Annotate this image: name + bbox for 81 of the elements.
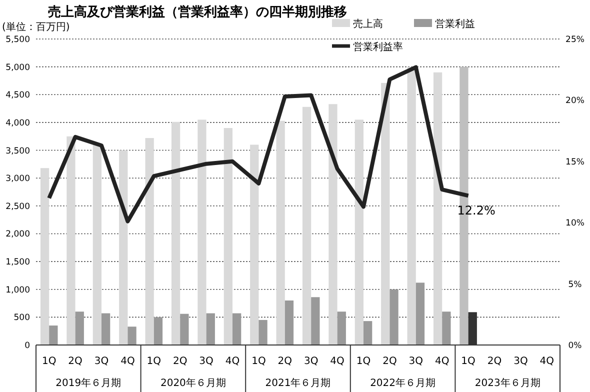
x-tick-label: 2Q: [278, 356, 292, 367]
x-tick-label: 3Q: [514, 356, 528, 367]
text: 2022年６月期: [370, 377, 436, 389]
y2-tick-label: 5%: [568, 280, 582, 290]
text: 2023年６月期: [474, 377, 540, 389]
bar: [154, 317, 163, 345]
legend-label: 営業利益率: [353, 41, 403, 53]
x-tick-label: 1Q: [356, 356, 371, 367]
y-tick-label: 4,000: [6, 118, 30, 128]
y-tick-label: 5,500: [6, 35, 30, 45]
text: 2021年６月期: [265, 377, 331, 389]
x-tick-label: 1Q: [461, 356, 476, 367]
bar: [224, 128, 232, 345]
x-tick-label: 3Q: [408, 356, 424, 367]
y-tick-label: 1,000: [6, 285, 30, 296]
y-tick-label: 2,500: [6, 202, 30, 212]
x-tick-label: 2Q: [68, 356, 83, 367]
y2-tick-label: 10%: [566, 218, 584, 229]
bar: [433, 72, 442, 345]
x-tick-label: 2Q: [382, 356, 397, 367]
x-tick-label: 1Q: [146, 356, 162, 367]
bar: [416, 282, 425, 345]
x-tick-label: 2Q: [487, 356, 502, 367]
x-tick-label: 3Q: [304, 356, 318, 367]
bar: [442, 312, 451, 345]
x-tick-label: 4Q: [434, 356, 450, 367]
x-tick-label: 1Q: [42, 356, 56, 367]
bar: [232, 313, 242, 345]
data-label: 12.2%: [457, 204, 496, 218]
bar: [92, 144, 102, 345]
y-tick-label: 3,000: [6, 174, 30, 184]
legend-label: 営業利益: [435, 18, 475, 30]
y2-tick-label: 0%: [568, 341, 582, 351]
y2-tick-label: 20%: [566, 96, 584, 106]
bar: [381, 82, 390, 345]
bar: [354, 120, 364, 345]
bar: [49, 326, 58, 345]
bar: [311, 297, 320, 345]
bar: [276, 120, 285, 345]
x-tick-label: 3Q: [199, 356, 214, 367]
bar: [390, 289, 398, 345]
bar: [128, 326, 136, 345]
bar: [40, 168, 50, 345]
bar: [66, 136, 76, 345]
bar: [407, 66, 416, 345]
bar: [198, 120, 206, 345]
bar: [75, 312, 84, 345]
text: 2020年６月期: [160, 377, 226, 389]
bar: [119, 150, 128, 345]
y-tick-label: 5,000: [6, 62, 30, 73]
x-tick-label: 4Q: [330, 356, 345, 367]
bar: [171, 122, 180, 345]
legend-label: 売上高: [353, 18, 383, 30]
bar: [337, 312, 346, 345]
bar: [102, 313, 110, 345]
bar: [250, 144, 259, 345]
x-tick-label: 4Q: [120, 356, 135, 367]
y2-tick-label: 25%: [566, 35, 584, 45]
bar: [180, 314, 189, 345]
x-tick-label: 4Q: [225, 356, 240, 367]
bar: [302, 106, 312, 345]
y-tick-label: 4,500: [6, 90, 30, 101]
x-tick-label: 4Q: [540, 356, 554, 367]
y-tick-label: 0: [24, 341, 30, 351]
bar: [284, 300, 294, 345]
chart-title: 売上高及び営業利益（営業利益率）の四半期別推移: [48, 4, 347, 20]
x-tick-label: 1Q: [252, 356, 266, 367]
y-axis-title: (単位：百万円): [2, 21, 70, 33]
bar: [364, 321, 372, 345]
y2-tick-label: 15%: [566, 157, 584, 168]
bar: [145, 138, 154, 345]
y-tick-label: 3,500: [6, 146, 30, 156]
text: 2019年６月期: [56, 377, 122, 389]
y-tick-label: 500: [14, 313, 30, 324]
x-tick-label: 2Q: [172, 356, 188, 367]
bar: [258, 320, 268, 345]
bar: [328, 104, 338, 345]
y-tick-label: 1,500: [6, 258, 30, 268]
y-tick-label: 2,000: [6, 230, 30, 240]
x-tick-label: 3Q: [94, 356, 109, 367]
bar: [206, 313, 215, 345]
